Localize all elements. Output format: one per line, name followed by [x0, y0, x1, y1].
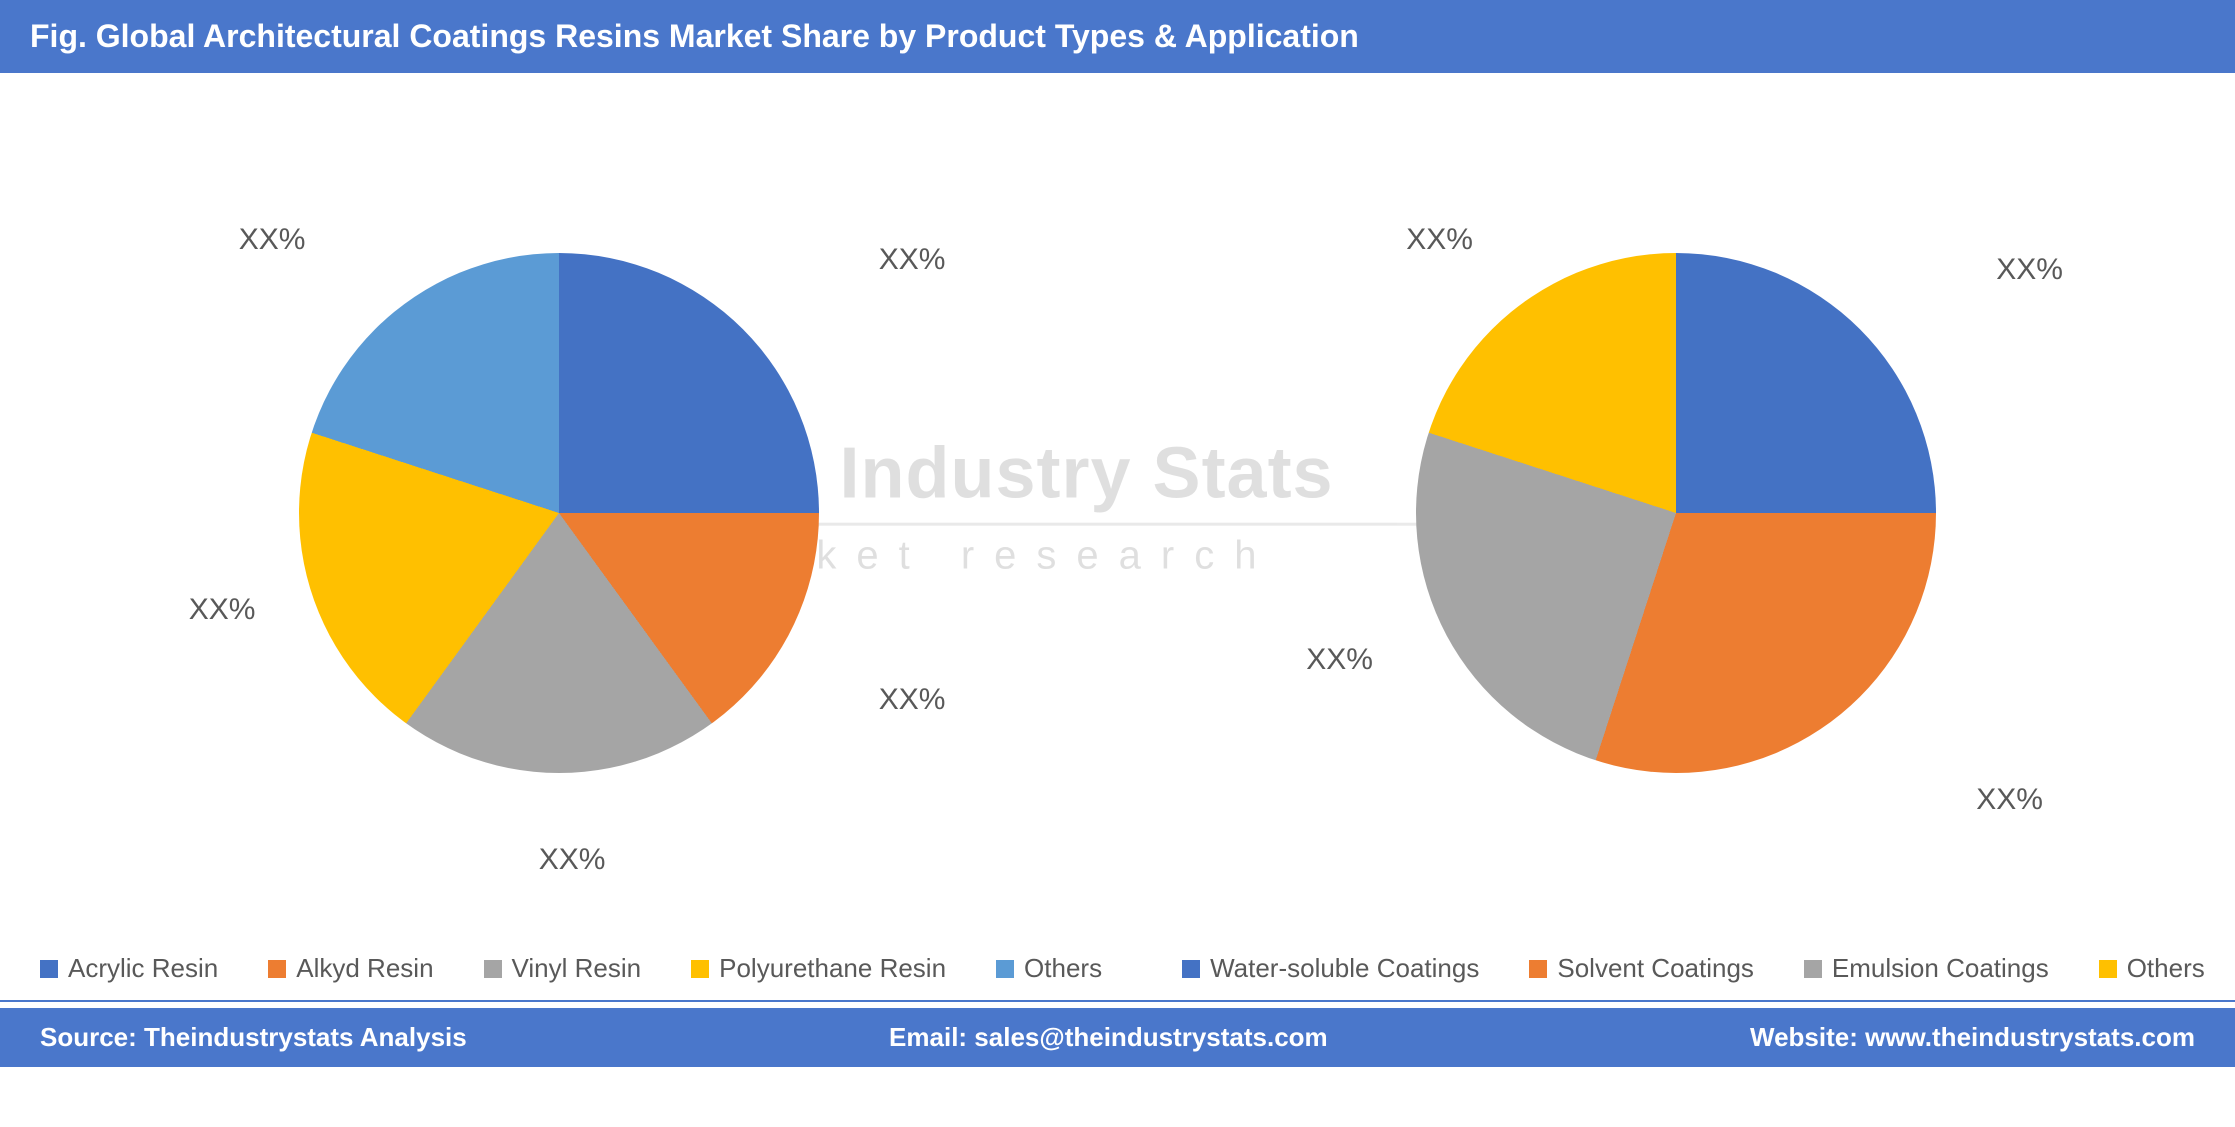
slice-label: XX%	[189, 593, 256, 627]
legend-item: Others	[2099, 953, 2205, 984]
charts-container: The Industry Stats market research XX%XX…	[0, 73, 2235, 953]
chart-applications: XX% XX% XX% XX%	[1176, 123, 2176, 903]
legend-swatch	[268, 960, 286, 978]
figure-title: Fig. Global Architectural Coatings Resin…	[30, 18, 1359, 54]
legend-label: Water-soluble Coatings	[1210, 953, 1479, 984]
legend-swatch	[1804, 960, 1822, 978]
legend-label: Acrylic Resin	[68, 953, 218, 984]
legend-item: Water-soluble Coatings	[1182, 953, 1479, 984]
legends-row: Acrylic Resin Alkyd Resin Vinyl Resin Polyu…	[0, 953, 2235, 994]
legend-item: Alkyd Resin	[268, 953, 433, 984]
legend-applications: Water-soluble Coatings Solvent Coatings Em…	[1182, 953, 2205, 984]
legend-swatch	[2099, 960, 2117, 978]
legend-label: Polyurethane Resin	[719, 953, 946, 984]
legend-item: Emulsion Coatings	[1804, 953, 2049, 984]
title-bar: Fig. Global Architectural Coatings Resin…	[0, 0, 2235, 73]
legend-swatch	[996, 960, 1014, 978]
footer-source: Source: Theindustrystats Analysis	[40, 1022, 467, 1053]
legend-swatch	[691, 960, 709, 978]
footer-bar: Source: Theindustrystats Analysis Email:…	[0, 1002, 2235, 1067]
slice-label: XX%	[1976, 783, 2043, 817]
legend-item: Others	[996, 953, 1102, 984]
legend-label: Solvent Coatings	[1557, 953, 1754, 984]
slice-label: XX%	[1306, 643, 1373, 677]
legend-swatch	[1182, 960, 1200, 978]
footer-website: Website: www.theindustrystats.com	[1750, 1022, 2195, 1053]
pie-chart-right	[1416, 253, 1936, 773]
slice-label: XX%	[539, 843, 606, 877]
legend-item: Polyurethane Resin	[691, 953, 946, 984]
footer-email: Email: sales@theindustrystats.com	[889, 1022, 1328, 1053]
legend-item: Solvent Coatings	[1529, 953, 1754, 984]
legend-label: Alkyd Resin	[296, 953, 433, 984]
chart-product-types: XX% XX% XX% XX% XX%	[59, 123, 1059, 903]
pie-chart-left	[299, 253, 819, 773]
legend-product-types: Acrylic Resin Alkyd Resin Vinyl Resin Polyu…	[40, 953, 1102, 984]
legend-swatch	[40, 960, 58, 978]
legend-item: Acrylic Resin	[40, 953, 218, 984]
slice-label: XX%	[239, 223, 306, 257]
legend-item: Vinyl Resin	[484, 953, 642, 984]
slice-label: XX%	[879, 243, 946, 277]
legend-label: Vinyl Resin	[512, 953, 642, 984]
legend-swatch	[484, 960, 502, 978]
legend-swatch	[1529, 960, 1547, 978]
slice-label: XX%	[1406, 223, 1473, 257]
legend-label: Others	[2127, 953, 2205, 984]
legend-label: Emulsion Coatings	[1832, 953, 2049, 984]
legend-label: Others	[1024, 953, 1102, 984]
slice-label: XX%	[879, 683, 946, 717]
slice-label: XX%	[1996, 253, 2063, 287]
